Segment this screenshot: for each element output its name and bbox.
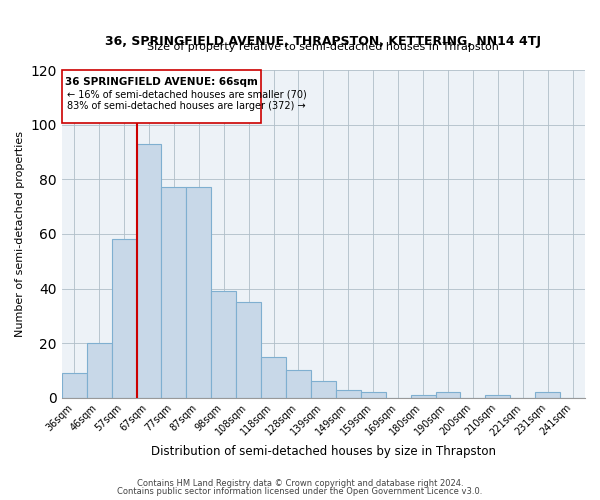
Text: Size of property relative to semi-detached houses in Thrapston: Size of property relative to semi-detach… xyxy=(148,42,499,52)
Bar xyxy=(535,392,560,398)
Bar xyxy=(311,382,336,398)
Text: ← 16% of semi-detached houses are smaller (70): ← 16% of semi-detached houses are smalle… xyxy=(67,89,307,99)
Bar xyxy=(211,292,236,398)
Bar xyxy=(187,188,211,398)
Bar xyxy=(87,343,112,398)
Bar xyxy=(112,240,137,398)
Bar xyxy=(410,395,436,398)
Bar xyxy=(236,302,261,398)
FancyBboxPatch shape xyxy=(62,70,261,124)
Text: Contains public sector information licensed under the Open Government Licence v3: Contains public sector information licen… xyxy=(118,487,482,496)
Text: Contains HM Land Registry data © Crown copyright and database right 2024.: Contains HM Land Registry data © Crown c… xyxy=(137,478,463,488)
Bar xyxy=(62,373,87,398)
Bar xyxy=(436,392,460,398)
Bar xyxy=(286,370,311,398)
Title: 36, SPRINGFIELD AVENUE, THRAPSTON, KETTERING, NN14 4TJ: 36, SPRINGFIELD AVENUE, THRAPSTON, KETTE… xyxy=(106,35,541,48)
X-axis label: Distribution of semi-detached houses by size in Thrapston: Distribution of semi-detached houses by … xyxy=(151,444,496,458)
Bar xyxy=(361,392,386,398)
Bar xyxy=(137,144,161,398)
Y-axis label: Number of semi-detached properties: Number of semi-detached properties xyxy=(15,131,25,337)
Bar xyxy=(336,390,361,398)
Text: 83% of semi-detached houses are larger (372) →: 83% of semi-detached houses are larger (… xyxy=(67,102,305,112)
Bar xyxy=(161,188,187,398)
Bar xyxy=(485,395,510,398)
Text: 36 SPRINGFIELD AVENUE: 66sqm: 36 SPRINGFIELD AVENUE: 66sqm xyxy=(65,77,258,87)
Bar xyxy=(261,357,286,398)
